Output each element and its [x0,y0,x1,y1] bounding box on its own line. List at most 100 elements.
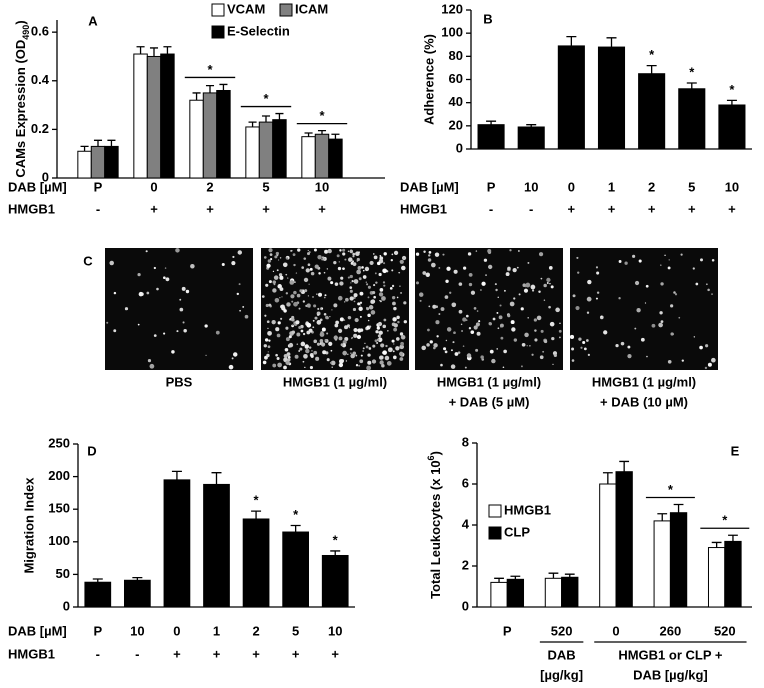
cell-spot [512,267,517,273]
bar [615,471,633,608]
cell-spot [349,289,353,293]
cell-spot [349,296,354,301]
bar [561,576,579,608]
cell-spot [147,358,152,363]
cell-spot [300,341,306,347]
cell-spot [507,314,511,318]
group-label: [µg/kg] [540,667,583,682]
cell-spot [359,301,363,304]
legend-label: CLP [504,524,530,539]
error-bar [275,112,284,120]
treatment-label: + [262,201,270,216]
cell-spot [529,344,531,347]
cell-spot [538,252,544,257]
bar [707,547,726,608]
cell-spot [326,316,329,320]
cell-spot [374,339,378,343]
cell-spot [327,248,332,254]
cell-spot [338,362,344,368]
cell-spot [279,287,284,291]
bar [258,121,274,179]
cell-spot [488,322,492,326]
cell-spot [530,284,536,290]
cell-spot [319,339,324,343]
cell-spot [276,269,279,272]
cell-spot [269,253,273,257]
significance-mark: * [649,47,655,62]
cell-spot [356,334,362,340]
error-bar [92,578,103,583]
cell-spot [559,322,561,325]
cell-spot [670,332,674,336]
cell-spot [221,262,225,267]
bar [506,578,525,608]
x-row-label: DAB [µM] [8,179,67,194]
cell-spot [268,303,272,307]
cell-spot [262,360,267,365]
cell-spot [316,293,318,295]
cell-spot [711,357,716,363]
bar [597,46,626,150]
cell-spot [323,296,326,299]
cell-spot [660,282,664,286]
cell-spot [337,266,342,271]
error-bar [726,99,737,105]
cell-spot [321,256,324,259]
cell-spot [163,332,166,335]
cell-spot [583,347,587,351]
cell-spot [399,351,404,357]
x-tick-label: P [487,179,496,194]
treatment-label: + [213,646,221,661]
cell-spot [205,354,207,357]
cell-spot [362,275,367,279]
cell-spot [146,291,150,295]
cell-spot [595,266,599,269]
cell-spot [298,326,302,330]
cell-spot [302,360,305,363]
x-tick-label: 10 [725,179,739,194]
cell-spot [342,248,346,252]
cell-spot [367,313,371,318]
cell-spot [551,336,555,341]
cell-spot [438,267,441,269]
error-bar [219,83,228,91]
cell-spot [458,309,463,314]
panel-label: A [88,13,98,28]
x-tick-label: 5 [262,179,269,194]
treatment-label: - [489,201,493,216]
cell-spot [383,318,387,322]
treatment-label: + [173,646,181,661]
cell-spot [242,305,245,308]
cell-spot [660,320,664,324]
cell-spot [450,364,456,369]
cell-spot [445,339,448,342]
cell-spot [595,297,598,300]
y-tick-label: 0.4 [31,72,50,87]
cell-spot [334,323,339,328]
error-bar [510,575,521,580]
y-tick-label: 0.2 [31,121,49,136]
treatment-label: - [135,646,139,661]
cell-spot [401,255,407,261]
cell-spot [392,350,395,353]
cell-spot [438,313,441,316]
cell-spot [418,292,424,297]
bar [245,126,260,179]
cell-spot [382,350,387,355]
cell-spot [353,279,359,284]
cell-spot [524,332,529,338]
cell-spot [391,269,394,272]
cell-spot [286,302,291,307]
x-tick-label: 2 [252,623,259,638]
cell-spot [345,297,349,302]
cell-spot [313,248,317,252]
group-label: DAB [µg/kg] [633,667,708,682]
cell-spot [293,301,298,307]
cell-spot [376,261,381,266]
panel-label: E [731,443,740,458]
cell-spot [379,360,384,365]
y-axis-label: Migration Index [21,477,36,574]
cell-spot [272,363,277,368]
cell-spot [627,345,631,349]
cell-spot [338,328,343,333]
